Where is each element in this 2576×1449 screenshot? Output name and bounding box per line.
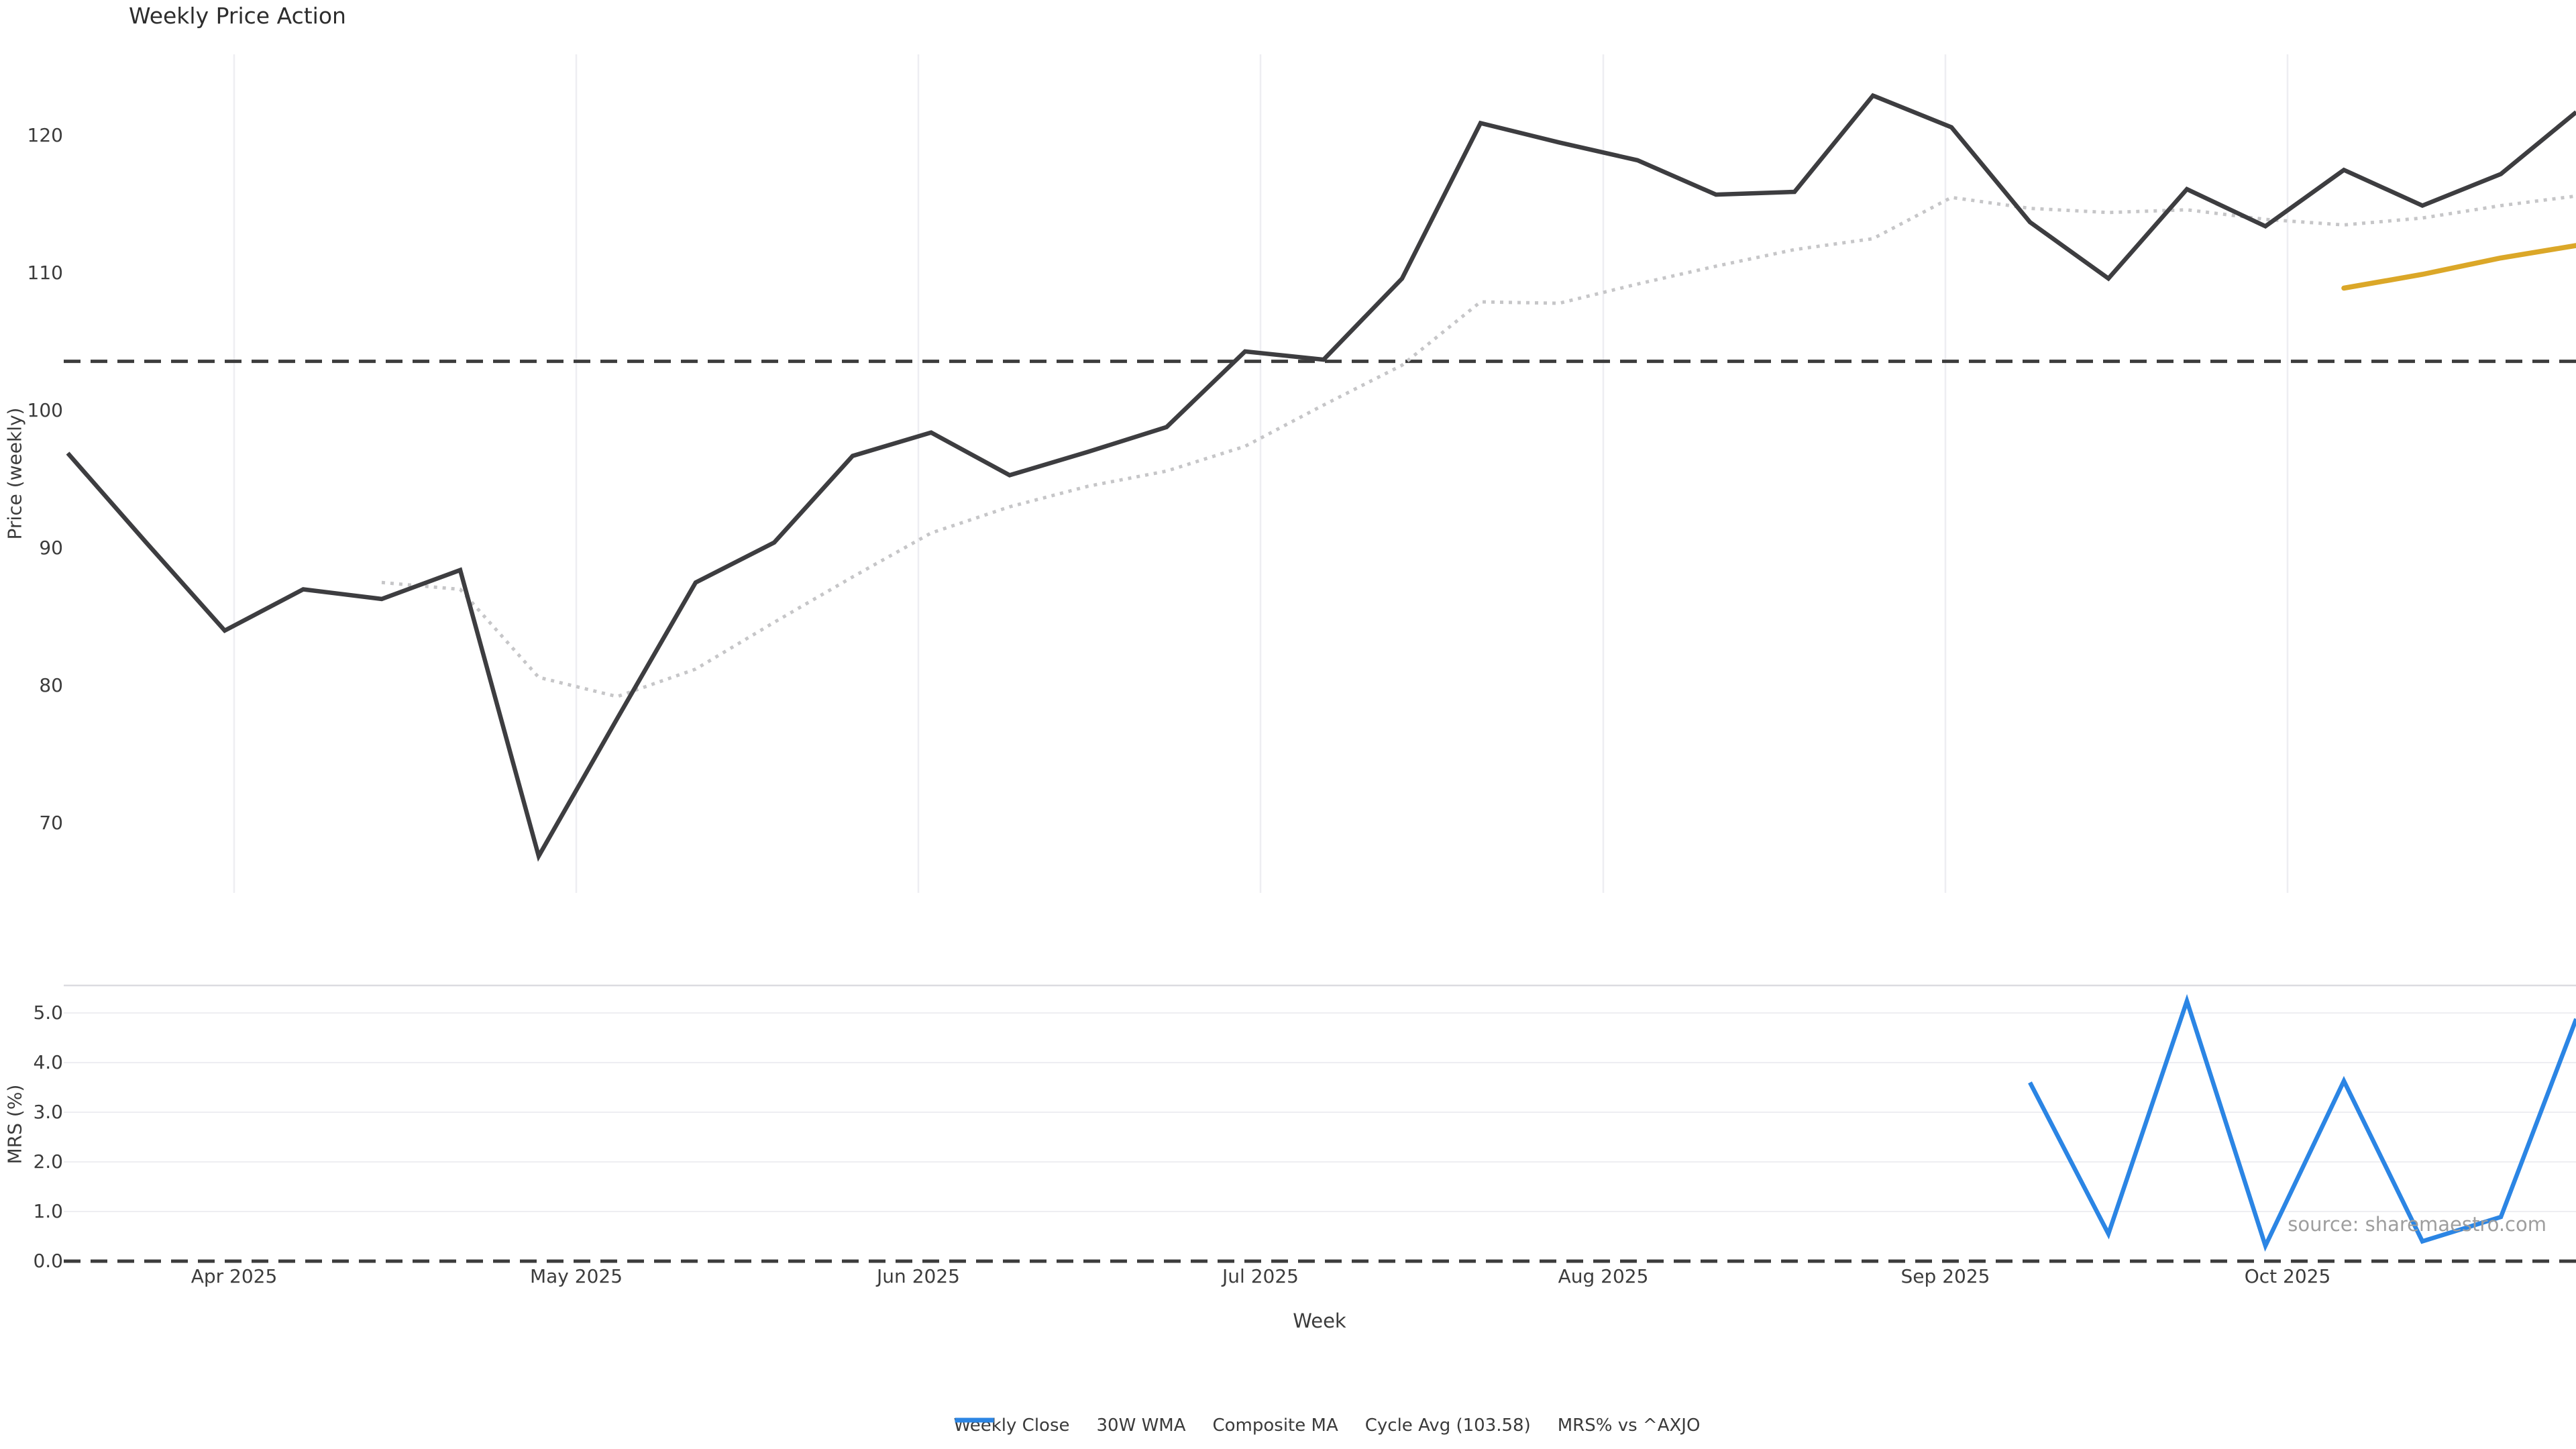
legend-item-composite_ma: Composite MA [955,1415,1338,1436]
price-tick-70: 70 [39,811,63,834]
month-tick-5: Sep 2025 [1900,1265,1990,1287]
legend-item-mrs: MRS% vs ^AXJO [955,1415,1701,1436]
weekly-close-line [66,93,2576,862]
mrs-tick-2.0: 2.0 [33,1150,63,1173]
mrs-tick-3.0: 3.0 [33,1100,63,1123]
legend-item-wma_30w: 30W WMA [955,1415,1186,1436]
mrs-tick-5.0: 5.0 [33,1001,63,1024]
source-watermark: source: sharemaestro.com [2288,1213,2546,1236]
price-tick-120: 120 [27,123,63,146]
price-axis-label: Price (weekly) [3,407,26,540]
mrs-tick-4.0: 4.0 [33,1051,63,1073]
price-tick-90: 90 [39,536,63,559]
month-tick-3: Jul 2025 [1222,1265,1299,1287]
legend-item-cycle_avg: Cycle Avg (103.58) [955,1415,1531,1436]
wma-30w-line [2341,243,2576,291]
legend: Weekly Close 30W WMA Composite MA Cycle Avg… [954,1415,1701,1436]
composite-ma-line [381,194,2576,699]
chart-title: Weekly Price Action [129,3,346,29]
month-tick-0: Apr 2025 [191,1265,278,1287]
legend-label-composite_ma: Composite MA [1212,1415,1338,1436]
mrs-tick-1.0: 1.0 [33,1199,63,1222]
month-tick-6: Oct 2025 [2244,1265,2331,1287]
mrs-line [2028,994,2576,1252]
price-tick-100: 100 [27,398,63,421]
legend-swatch-mrs [955,1417,994,1423]
mrs-tick-0.0: 0.0 [33,1249,63,1272]
price-tick-110: 110 [27,261,63,284]
legend-label-cycle_avg: Cycle Avg (103.58) [1364,1415,1531,1436]
month-tick-1: May 2025 [529,1265,623,1287]
month-tick-2: Jun 2025 [877,1265,960,1287]
price-tick-80: 80 [39,674,63,696]
legend-label-wma_30w: 30W WMA [1096,1415,1186,1436]
week-axis-label: Week [1293,1309,1346,1332]
legend-label-mrs: MRS% vs ^AXJO [1557,1415,1701,1436]
month-tick-4: Aug 2025 [1558,1265,1649,1287]
